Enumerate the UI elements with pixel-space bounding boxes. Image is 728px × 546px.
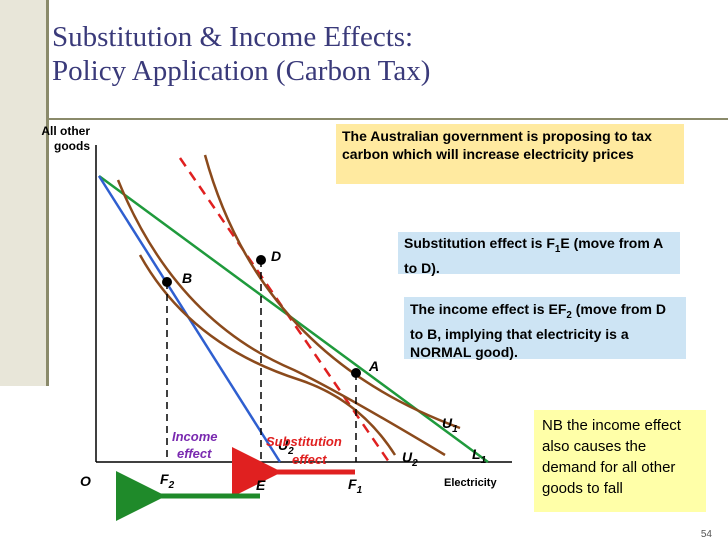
x-axis-label: Electricity: [444, 477, 497, 489]
axis-mark-f2: F2: [160, 471, 175, 491]
income-effect-label-line-1: Income: [172, 429, 218, 444]
point-d-marker: [256, 255, 266, 265]
compensated-budget-line: [178, 157, 391, 463]
carbon-tax-text: The Australian government is proposing t…: [342, 128, 652, 162]
page-number: 54: [700, 529, 712, 540]
income-callout-text-end: (move from D to B, implying that electri…: [410, 301, 666, 360]
curve-u2-right-label: U2: [402, 449, 418, 469]
point-a-marker: [351, 368, 361, 378]
substitution-effect-callout: Substitution effect is F1E (move from A …: [398, 232, 680, 276]
y-axis-label-line-1: All other: [41, 124, 90, 138]
title-divider: [46, 118, 728, 120]
left-decor-accent: [46, 0, 49, 386]
point-d-label: D: [271, 248, 281, 264]
curve-l1-label: L1: [472, 446, 487, 466]
title-line-2: Policy Application (Carbon Tax): [52, 55, 431, 87]
indifference-curve-u1: [203, 154, 461, 430]
nb-note-text: NB the income effect also causes the dem…: [542, 417, 681, 497]
income-effect-label-line-2: effect: [177, 446, 212, 461]
income-callout-text-start: The income effect is EF: [410, 301, 567, 317]
income-callout-subscript: 2: [566, 309, 572, 321]
indifference-curve-u2-upper: [116, 179, 446, 457]
curve-u1-label: U1: [442, 415, 458, 435]
point-b-label: B: [182, 270, 192, 286]
curve-u2-left-label: U2: [278, 437, 294, 457]
left-decor-bar: [0, 0, 46, 386]
title-line-1: Substitution & Income Effects:: [52, 21, 414, 53]
y-axis-label-line-2: goods: [54, 139, 90, 153]
substitution-callout-text-end: E (move from A to D).: [404, 235, 663, 276]
origin-label: O: [80, 473, 91, 489]
axis-mark-f1: F1: [348, 476, 363, 496]
axis-mark-e: E: [256, 477, 266, 493]
slide-title: Substitution & Income Effects: Policy Ap…: [52, 20, 430, 88]
y-axis-label: All other goods: [30, 124, 90, 154]
substitution-callout-text-start: Substitution effect is F: [404, 235, 555, 251]
substitution-effect-label-line-2: effect: [292, 452, 327, 467]
point-b-marker: [162, 277, 172, 287]
nb-note-callout: NB the income effect also causes the dem…: [534, 410, 706, 512]
substitution-callout-subscript: 1: [554, 243, 561, 255]
substitution-effect-label-line-1: Substitution: [266, 434, 342, 449]
carbon-tax-callout: The Australian government is proposing t…: [336, 124, 684, 184]
point-a-label: A: [368, 358, 379, 374]
income-effect-callout: The income effect is EF2 (move from D to…: [404, 297, 686, 360]
indifference-curve-u2-lower: [138, 254, 397, 456]
